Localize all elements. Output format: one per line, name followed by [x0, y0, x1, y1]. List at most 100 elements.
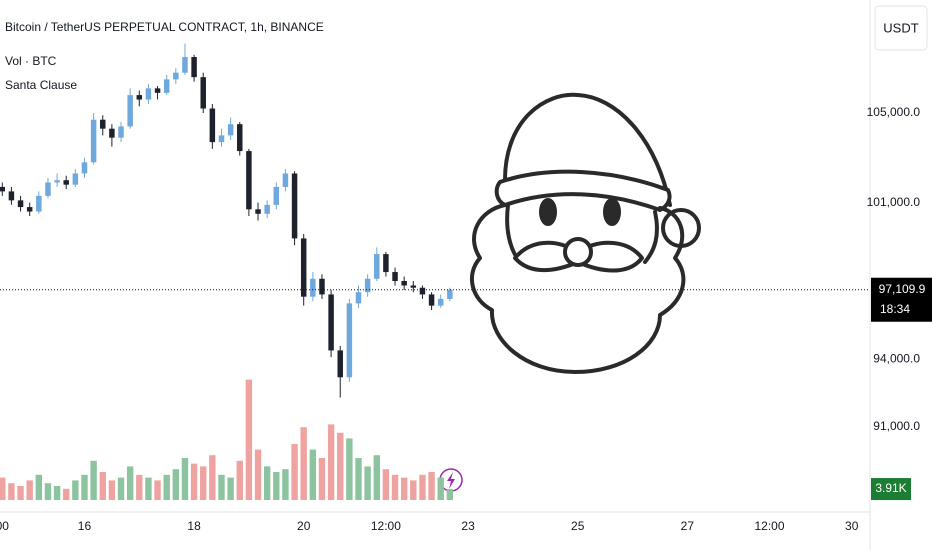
candle-body — [447, 289, 453, 299]
candle-body — [145, 88, 152, 100]
candle-body — [383, 254, 389, 273]
volume-bar — [26, 480, 33, 500]
santa-hat — [503, 92, 672, 207]
santa-beard — [470, 203, 686, 374]
volume-bar — [117, 477, 125, 500]
volume-bar — [337, 432, 344, 500]
candle-body — [45, 182, 51, 196]
y-tick-label: 91,000.0 — [873, 419, 920, 433]
candle-body — [346, 303, 353, 378]
candle-body — [118, 126, 124, 138]
candle-body — [17, 200, 24, 208]
indicator-label: Santa Clause — [5, 78, 77, 92]
candle-body — [90, 119, 97, 163]
volume-bar — [63, 488, 70, 500]
candle-body — [264, 204, 270, 214]
volume-bar — [8, 483, 15, 500]
volume-bar — [99, 472, 106, 500]
volume-bar — [263, 466, 271, 500]
candle-body — [437, 298, 444, 306]
candle-body — [54, 180, 60, 183]
y-tick-label: 94,000.0 — [873, 352, 920, 366]
volume-bar — [81, 474, 88, 500]
volume-bar — [437, 477, 444, 500]
volume-bar — [154, 480, 161, 500]
candle-body — [401, 281, 407, 286]
candle-body — [291, 173, 298, 239]
x-tick-label: 27 — [681, 519, 695, 533]
volume-bar — [291, 444, 298, 500]
volume-bar — [236, 460, 243, 500]
candle-body — [100, 119, 106, 129]
x-tick-label: 12:00 — [755, 519, 785, 533]
candle-body — [136, 95, 143, 100]
candle-body — [182, 57, 188, 73]
volume-bar — [346, 438, 353, 500]
volume-bar — [327, 424, 335, 500]
last-volume-label: 3.91K — [875, 481, 906, 495]
candle-body — [163, 79, 170, 93]
candle-body — [36, 195, 42, 212]
candle-body — [209, 108, 216, 143]
y-tick-label: 105,000.0 — [867, 105, 921, 119]
volume-bar — [136, 474, 143, 500]
candle-body — [282, 173, 289, 187]
last-price-box — [871, 277, 932, 322]
x-tick-label: 20 — [297, 519, 311, 533]
volume-bar — [309, 449, 317, 500]
volume-bar — [44, 483, 52, 500]
santa-drawing — [470, 92, 701, 374]
volume-bar — [300, 427, 307, 500]
candle-body — [355, 292, 362, 304]
volume-bar — [126, 466, 134, 500]
volume-bar — [108, 480, 116, 500]
volume-bar — [181, 458, 189, 500]
candle-body — [173, 72, 179, 80]
santa-face — [643, 210, 659, 264]
candle-body — [26, 207, 33, 212]
candle-body — [300, 238, 307, 297]
candle-body — [227, 124, 234, 136]
volume-bar — [419, 474, 426, 500]
candle-body — [8, 191, 15, 201]
candle-body — [246, 151, 252, 210]
candle-body — [255, 209, 261, 214]
candle-body — [319, 278, 325, 295]
santa-nose — [563, 237, 593, 267]
volume-bar — [254, 449, 262, 500]
currency-label[interactable]: USDT — [883, 20, 918, 35]
candle-body — [419, 287, 426, 295]
candle-body — [218, 135, 225, 143]
candle-body — [410, 285, 417, 288]
candle-body — [127, 95, 133, 127]
x-tick-label: 18 — [187, 519, 201, 533]
volume-bar — [145, 477, 152, 500]
candle-body — [310, 278, 316, 297]
countdown-label: 18:34 — [880, 302, 910, 316]
candle-body — [392, 272, 398, 281]
santa-brim — [494, 169, 672, 212]
currency-button[interactable] — [874, 5, 928, 51]
indicator-label: Vol · BTC — [5, 54, 57, 68]
candle-body — [374, 254, 380, 279]
candle-body — [72, 173, 79, 185]
volume-bar — [90, 460, 97, 500]
volume-bar — [200, 466, 207, 500]
candle-body — [191, 57, 197, 78]
candle-body — [328, 294, 334, 351]
volume-bar — [410, 480, 417, 500]
candle-body — [237, 124, 243, 152]
santa-eye — [539, 198, 557, 226]
volume-bar — [172, 469, 180, 500]
volume-bar — [218, 474, 225, 500]
candle-body — [63, 180, 69, 185]
volume-bar — [428, 472, 435, 500]
x-tick-label: 30 — [845, 519, 859, 533]
volume-bar — [0, 477, 6, 500]
volume-bar — [227, 477, 234, 500]
candle-body — [273, 186, 280, 205]
lightning-icon — [447, 472, 455, 489]
candle-body — [109, 128, 115, 138]
x-tick-label: 23 — [461, 519, 475, 533]
volume-bar — [53, 486, 61, 500]
